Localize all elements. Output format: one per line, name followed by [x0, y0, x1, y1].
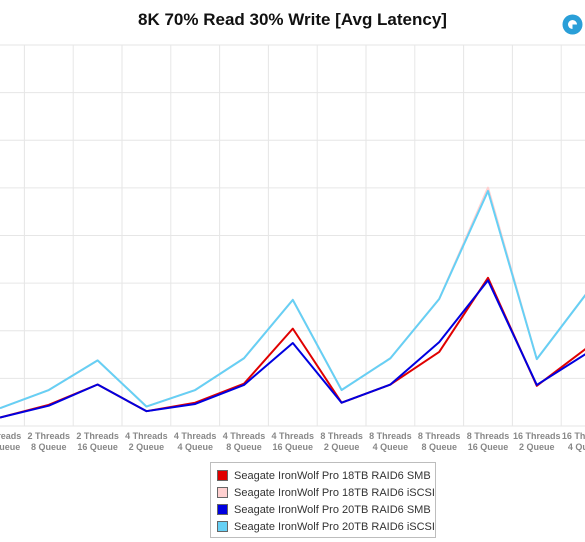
- x-tick-label: 8 Threads 2 Queue: [320, 431, 363, 452]
- chart-title: 8K 70% Read 30% Write [Avg Latency]: [138, 10, 447, 29]
- x-tick-label: 2 Threads 16 Queue: [76, 431, 119, 452]
- legend-label: Seagate IronWolf Pro 18TB RAID6 SMB: [234, 469, 431, 482]
- x-tick-label: 16 Threads 2 Queue: [513, 431, 561, 452]
- x-tick-label: 8 Threads 8 Queue: [418, 431, 461, 452]
- x-tick-label: 4 Threads 4 Queue: [174, 431, 217, 452]
- legend-item[interactable]: Seagate IronWolf Pro 20TB RAID6 iSCSI: [217, 518, 435, 535]
- gridlines: [0, 44, 585, 427]
- x-tick-label: 8 Threads 4 Queue: [369, 431, 412, 452]
- x-tick-label: 2 Threads 8 Queue: [28, 431, 71, 452]
- legend-swatch: [217, 487, 228, 498]
- logo-badge-icon: [562, 14, 583, 35]
- legend-swatch: [217, 504, 228, 515]
- legend-label: Seagate IronWolf Pro 18TB RAID6 iSCSI: [234, 486, 435, 499]
- x-tick-label: 4 Threads 8 Queue: [223, 431, 266, 452]
- legend-swatch: [217, 521, 228, 532]
- legend-item[interactable]: Seagate IronWolf Pro 20TB RAID6 SMB: [217, 501, 435, 518]
- series-line-4: [0, 190, 585, 410]
- legend-label: Seagate IronWolf Pro 20TB RAID6 iSCSI: [234, 520, 435, 533]
- series-lines: [0, 186, 585, 419]
- legend-item[interactable]: Seagate IronWolf Pro 18TB RAID6 iSCSI: [217, 484, 435, 501]
- x-tick-label: 4 Threads 16 Queue: [272, 431, 315, 452]
- x-tick-label: 4 Threads 2 Queue: [125, 431, 168, 452]
- legend-item[interactable]: Seagate IronWolf Pro 18TB RAID6 SMB: [217, 467, 435, 484]
- legend-swatch: [217, 470, 228, 481]
- series-line-3: [0, 279, 585, 419]
- x-tick-label: 8 Threads 16 Queue: [467, 431, 510, 452]
- legend: Seagate IronWolf Pro 18TB RAID6 SMB Seaga…: [210, 462, 436, 538]
- legend-label: Seagate IronWolf Pro 20TB RAID6 SMB: [234, 503, 431, 516]
